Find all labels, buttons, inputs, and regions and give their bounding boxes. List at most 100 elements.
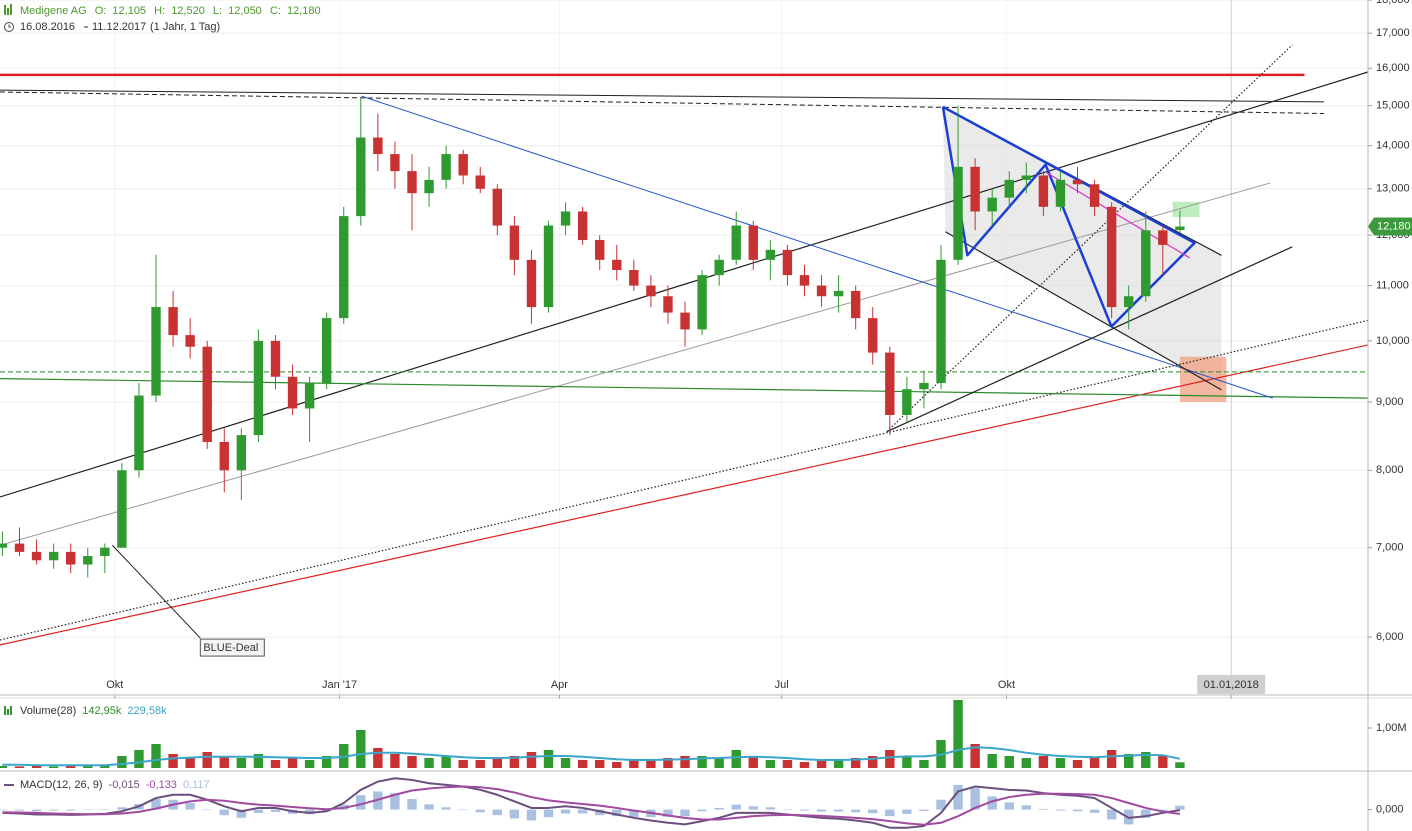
ohlc-value: 12,180	[287, 5, 321, 17]
candle-body	[731, 225, 741, 260]
volume-bar	[287, 758, 298, 768]
overlay: 6,0007,0008,0009,00010,00011,00012,00013…	[106, 0, 1412, 699]
macd-histogram-bar	[100, 809, 110, 810]
macd-histogram-bar	[0, 809, 8, 811]
ohlc-value: 12,050	[228, 5, 262, 17]
volume-bar	[765, 760, 776, 768]
y-tick-label: 16,000	[1376, 62, 1410, 74]
volume-bar	[629, 760, 639, 768]
macd-histogram-bar	[492, 809, 503, 816]
volume-bar	[987, 754, 997, 768]
macd-histogram-bar	[1072, 809, 1083, 812]
ohlc-label: L:	[213, 5, 222, 17]
macd-histogram-bar	[526, 809, 537, 821]
macd-histogram-bar	[509, 809, 520, 819]
macd-histogram-bar	[919, 809, 929, 811]
macd-histogram-bar	[970, 788, 980, 810]
volume-bar	[48, 766, 59, 768]
candle-body	[1004, 179, 1014, 198]
volume-bar	[1141, 752, 1151, 768]
macd-readout: -0,015	[109, 779, 140, 791]
candle-body	[83, 556, 93, 565]
volume-bar	[816, 760, 827, 768]
macd-histogram-bar	[987, 796, 997, 810]
volume-bar	[219, 756, 229, 768]
candle-body	[117, 470, 127, 548]
candle-body	[356, 137, 366, 217]
macd-histogram-bar	[868, 809, 878, 814]
volume-bar	[697, 756, 707, 768]
range-span: (1 Jahr, 1 Tag)	[150, 21, 220, 33]
last-price-tag	[1368, 217, 1412, 236]
y-tick-label: 18,000	[1376, 0, 1410, 6]
trend-line	[361, 95, 1273, 399]
macd-histogram-bar	[1106, 809, 1117, 820]
candle-body	[1141, 230, 1151, 297]
candle-body	[168, 307, 178, 336]
macd-histogram-bar	[560, 809, 571, 814]
candle-body	[697, 275, 707, 330]
candle-body	[595, 239, 605, 260]
volume-bar	[373, 748, 383, 768]
macd-title: MACD(12, 26, 9) -0,015 -0,133 0,117	[20, 779, 210, 791]
volume-bar	[1175, 762, 1185, 768]
macd-histogram-bar	[663, 809, 673, 817]
y-tick-label: 17,000	[1376, 27, 1410, 39]
volume-bar	[202, 752, 212, 768]
macd-histogram-bar	[595, 809, 605, 816]
macd-histogram-bar	[424, 804, 434, 810]
macd-histogram-bar	[833, 809, 844, 812]
ohlc-label: H:	[154, 5, 165, 17]
candle-body	[458, 154, 468, 176]
icon	[4, 5, 6, 15]
macd-histogram-bar	[185, 803, 195, 810]
macd-histogram-bar	[885, 809, 895, 817]
volume-bar	[663, 758, 673, 768]
volume-readout: 142,95k	[82, 705, 122, 717]
icon	[10, 706, 12, 715]
candle-body	[919, 382, 929, 390]
macd-line	[2, 777, 1181, 829]
y-tick-label: 8,000	[1376, 464, 1404, 476]
clock-icon	[8, 24, 11, 28]
y-tick-label: 9,000	[1376, 396, 1404, 408]
clock-icon	[4, 22, 14, 32]
last-price-label: 12,180	[1377, 220, 1411, 232]
annotation-line	[112, 544, 201, 639]
macd-title-text: MACD(12, 26, 9)	[20, 779, 103, 791]
macd-histogram-bar	[714, 807, 724, 810]
volume-bar	[151, 744, 161, 768]
volume-bar	[970, 744, 980, 768]
candle-body	[407, 171, 417, 194]
volume-bar	[1055, 758, 1066, 768]
volume-bar	[919, 760, 929, 768]
macd-histogram-bar	[1175, 805, 1185, 810]
candle-body	[253, 340, 264, 436]
macd-histogram-bar	[731, 804, 741, 810]
candle-body	[1072, 179, 1083, 185]
volume-bar	[612, 762, 622, 768]
volume-bar	[526, 752, 537, 768]
volume-bar	[66, 765, 76, 768]
y-tick-label: 6,000	[1376, 631, 1404, 643]
candle-body	[612, 259, 622, 270]
price-pane	[0, 0, 1368, 695]
candle-body	[287, 376, 298, 409]
instrument-name: Medigene AG	[20, 5, 87, 17]
volume-bar	[1072, 760, 1083, 768]
candle-body	[304, 382, 315, 409]
candle-body	[219, 441, 229, 471]
macd-readout: 0,117	[183, 779, 210, 791]
candle-body	[765, 249, 776, 260]
zone	[1172, 201, 1200, 218]
pattern-area	[942, 106, 1222, 390]
macd-histogram-bar	[117, 807, 127, 810]
macd-pane: 0,000 MACD(12, 26, 9) -0,015 -0,133 0,117	[0, 777, 1404, 829]
macd-histogram-bar	[543, 809, 554, 818]
candle-body	[953, 166, 963, 260]
macd-histogram-bar	[441, 807, 451, 810]
candle-body	[680, 312, 690, 330]
volume-bar	[850, 758, 861, 768]
candle-body	[782, 249, 793, 276]
trend-line	[0, 71, 1368, 498]
